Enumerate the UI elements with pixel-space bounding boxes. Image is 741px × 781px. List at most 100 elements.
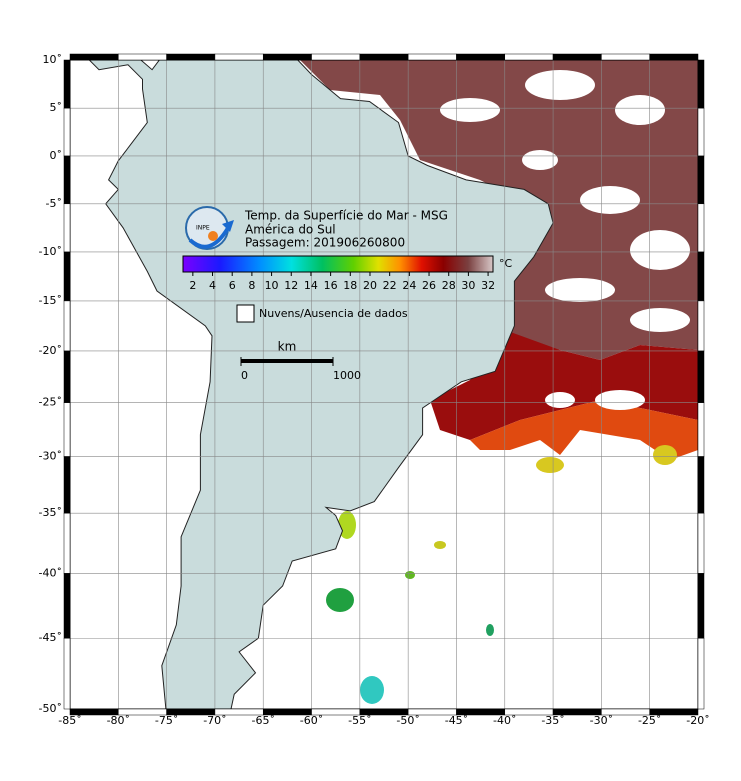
border-block bbox=[697, 402, 705, 457]
colorbar bbox=[182, 255, 494, 273]
border-block bbox=[63, 107, 71, 157]
lat-label: 5˚ bbox=[50, 101, 63, 114]
frame-border bbox=[63, 53, 705, 716]
colorbar-unit: °C bbox=[499, 257, 513, 270]
lat-label: 10˚ bbox=[43, 53, 63, 66]
region: América do Sul bbox=[245, 223, 336, 237]
border-block bbox=[63, 155, 71, 205]
border-block bbox=[697, 203, 705, 253]
border-block bbox=[63, 350, 71, 403]
scale-tick-label: 0 bbox=[241, 369, 248, 382]
lon-label: -65˚ bbox=[251, 714, 274, 727]
lat-label: -35˚ bbox=[39, 506, 62, 519]
border-block bbox=[697, 637, 705, 710]
lat-label: -45˚ bbox=[39, 631, 62, 644]
lon-label: -80˚ bbox=[107, 714, 130, 727]
lat-label: -50˚ bbox=[39, 702, 62, 715]
lat-label: -15˚ bbox=[39, 294, 62, 307]
colorbar-tick-label: 18 bbox=[343, 279, 357, 292]
lon-label: -30˚ bbox=[590, 714, 613, 727]
scale-bar-body bbox=[241, 359, 333, 363]
lon-label: -45˚ bbox=[445, 714, 468, 727]
border-block bbox=[697, 573, 705, 639]
lat-label: -40˚ bbox=[39, 566, 62, 579]
border-block bbox=[69, 53, 119, 61]
lat-label: -5˚ bbox=[46, 197, 62, 210]
axis-labels: 10˚ 5˚ 0˚ -5˚ -10˚ -15˚ -20˚ -25˚ -30˚ -35˚ -40˚ -4… bbox=[39, 53, 710, 727]
colorbar-tick-label: 12 bbox=[284, 279, 298, 292]
border-block bbox=[166, 53, 216, 61]
colorbar-tick-label: 26 bbox=[422, 279, 436, 292]
legend-label: Nuvens/Ausencia de dados bbox=[259, 307, 408, 320]
colorbar-tick-label: 2 bbox=[189, 279, 196, 292]
colorbar-tick-label: 8 bbox=[248, 279, 255, 292]
colorbar-tick-label: 14 bbox=[304, 279, 318, 292]
lon-label: -55˚ bbox=[348, 714, 371, 727]
border-block bbox=[311, 53, 361, 61]
colorbar-tick-label: 4 bbox=[209, 279, 216, 292]
lon-label: -25˚ bbox=[638, 714, 661, 727]
border-block bbox=[697, 155, 705, 205]
scale-tick-label: 1000 bbox=[333, 369, 361, 382]
lon-label: -75˚ bbox=[155, 714, 178, 727]
lat-label: -30˚ bbox=[39, 450, 62, 463]
colorbar-tick-label: 30 bbox=[461, 279, 475, 292]
border-block bbox=[63, 456, 71, 514]
lon-label: -70˚ bbox=[203, 714, 226, 727]
lat-label: -10˚ bbox=[39, 245, 62, 258]
title: Temp. da Superfície do Mar - MSG bbox=[244, 209, 448, 223]
border-block bbox=[63, 402, 71, 457]
lon-label: -50˚ bbox=[396, 714, 419, 727]
colorbar-ticks: 2 4 6 8 10 12 14 16 18 20 22 24 26 28 30 32 bbox=[189, 272, 495, 292]
border-block bbox=[118, 53, 167, 61]
border-block bbox=[649, 708, 699, 716]
colorbar-tick-label: 24 bbox=[402, 279, 416, 292]
scale-bar: km 0 1000 bbox=[240, 340, 361, 382]
border-block bbox=[649, 53, 699, 61]
colorbar-tick-label: 28 bbox=[442, 279, 456, 292]
border-block bbox=[407, 53, 457, 61]
border-block bbox=[359, 53, 409, 61]
border-block bbox=[63, 59, 71, 109]
sst-orange bbox=[470, 400, 698, 460]
lat-label: 0˚ bbox=[50, 149, 63, 162]
border-block bbox=[552, 53, 602, 61]
scale-unit: km bbox=[278, 340, 297, 354]
border-block bbox=[262, 53, 312, 61]
map-area bbox=[70, 60, 698, 709]
lon-label: -40˚ bbox=[493, 714, 516, 727]
border-block bbox=[697, 251, 705, 302]
colorbar-tick-label: 20 bbox=[363, 279, 377, 292]
lat-label: -20˚ bbox=[39, 344, 62, 357]
border-block bbox=[63, 512, 71, 574]
border-block bbox=[63, 300, 71, 352]
colorbar-tick-label: 22 bbox=[383, 279, 397, 292]
logo-text: INPE bbox=[196, 225, 210, 232]
border-block bbox=[697, 350, 705, 403]
lon-label: -60˚ bbox=[300, 714, 323, 727]
legend-swatch bbox=[236, 304, 255, 323]
border-block bbox=[63, 203, 71, 253]
border-block bbox=[601, 53, 650, 61]
colorbar-tick-label: 32 bbox=[481, 279, 495, 292]
border-block bbox=[697, 300, 705, 352]
border-block bbox=[63, 573, 71, 639]
border-block bbox=[214, 53, 264, 61]
border-block bbox=[697, 512, 705, 574]
border-block bbox=[697, 107, 705, 157]
lon-label: -20˚ bbox=[686, 714, 709, 727]
pass-time: Passagem: 201906260800 bbox=[245, 236, 405, 250]
lon-label: -85˚ bbox=[58, 714, 81, 727]
lon-label: -35˚ bbox=[541, 714, 564, 727]
sst-yellow bbox=[536, 445, 677, 473]
logo: INPE bbox=[185, 206, 234, 250]
graticule bbox=[70, 60, 698, 709]
colorbar-tick-label: 16 bbox=[324, 279, 338, 292]
border-block bbox=[504, 53, 554, 61]
colorbar-tick-label: 6 bbox=[229, 279, 236, 292]
lat-label: -25˚ bbox=[39, 396, 62, 409]
border-block bbox=[697, 59, 705, 109]
clouds bbox=[440, 70, 690, 410]
border-block bbox=[456, 53, 506, 61]
